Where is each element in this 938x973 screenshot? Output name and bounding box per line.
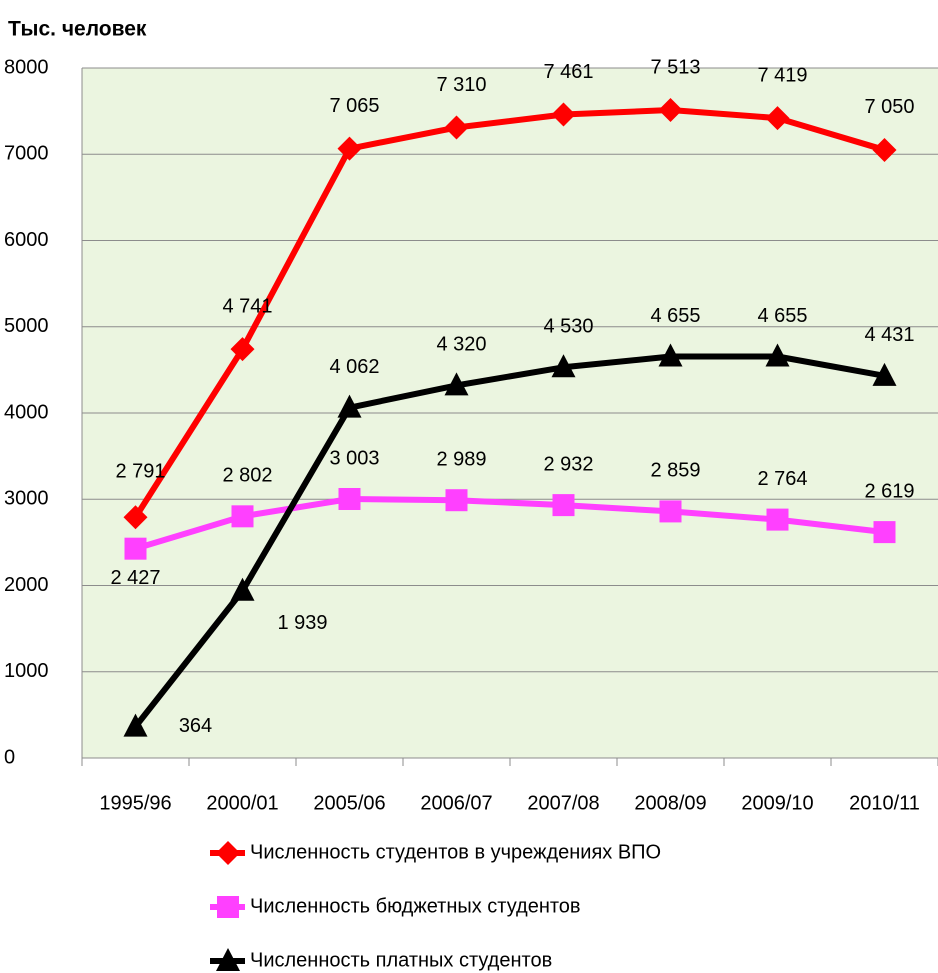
data-point xyxy=(765,106,790,131)
legend-label: Численность студентов в учреждениях ВПО xyxy=(250,841,661,863)
data-label: 4 431 xyxy=(864,324,914,346)
y-tick-label: 6000 xyxy=(4,229,49,251)
data-label: 2 619 xyxy=(864,480,914,502)
data-label: 364 xyxy=(179,715,212,737)
data-point xyxy=(444,372,469,396)
x-tick-label: 1995/96 xyxy=(99,792,171,814)
data-point xyxy=(123,505,148,530)
data-label: 4 655 xyxy=(757,305,807,327)
data-label: 4 741 xyxy=(222,295,272,317)
data-point xyxy=(552,494,575,517)
y-tick-label: 7000 xyxy=(4,143,49,165)
data-label: 4 062 xyxy=(329,356,379,378)
data-label: 2 932 xyxy=(543,453,593,475)
data-label: 7 419 xyxy=(757,64,807,86)
data-point xyxy=(873,521,896,544)
data-point xyxy=(872,362,897,386)
legend-marker xyxy=(216,948,240,971)
y-tick-label: 3000 xyxy=(4,488,49,510)
y-tick-label: 5000 xyxy=(4,315,49,337)
legend-marker xyxy=(216,841,240,865)
data-point xyxy=(551,102,576,127)
data-point xyxy=(124,537,147,560)
data-label: 7 513 xyxy=(650,56,700,78)
x-tick-label: 2008/09 xyxy=(634,792,706,814)
data-label: 4 655 xyxy=(650,305,700,327)
data-point xyxy=(231,505,254,528)
y-tick-label: 1000 xyxy=(4,660,49,682)
data-label: 7 310 xyxy=(436,74,486,96)
data-label: 2 802 xyxy=(222,465,272,487)
x-tick-label: 2005/06 xyxy=(313,792,385,814)
y-tick-label: 2000 xyxy=(4,574,49,596)
data-point xyxy=(765,343,790,367)
y-tick-label: 8000 xyxy=(4,56,49,78)
data-point xyxy=(123,713,148,737)
data-label: 2 989 xyxy=(436,448,486,470)
data-label: 7 461 xyxy=(543,61,593,83)
series-line xyxy=(133,353,886,729)
data-label: 2 764 xyxy=(757,468,807,490)
data-label: 7 050 xyxy=(864,96,914,118)
data-point xyxy=(230,337,255,362)
data-point xyxy=(445,489,468,512)
data-point xyxy=(658,343,683,367)
data-point xyxy=(872,137,897,162)
data-point xyxy=(337,394,362,418)
series-line xyxy=(134,495,885,552)
data-point xyxy=(658,98,683,123)
data-point xyxy=(659,500,682,523)
data-label: 7 065 xyxy=(329,95,379,117)
data-label: 4 320 xyxy=(436,334,486,356)
data-point xyxy=(766,508,789,531)
data-label: 4 530 xyxy=(543,316,593,338)
x-tick-label: 2009/10 xyxy=(741,792,813,814)
data-label: 1 939 xyxy=(277,612,327,634)
legend-label: Численность платных студентов xyxy=(250,949,552,971)
y-tick-label: 0 xyxy=(4,746,15,768)
x-tick-label: 2007/08 xyxy=(527,792,599,814)
data-point xyxy=(230,577,255,601)
data-point xyxy=(444,115,469,140)
legend-label: Численность бюджетных студентов xyxy=(250,895,581,917)
x-tick-label: 2010/11 xyxy=(849,792,920,814)
data-point xyxy=(337,136,362,161)
data-point xyxy=(551,354,576,378)
data-label: 2 427 xyxy=(110,567,160,589)
data-label: 2 791 xyxy=(115,461,165,483)
y-tick-label: 4000 xyxy=(4,401,49,423)
y-axis-title: Тыс. человек xyxy=(8,18,147,41)
data-point xyxy=(338,487,361,510)
x-tick-label: 2006/07 xyxy=(420,792,492,814)
series-line xyxy=(132,107,886,519)
data-label: 3 003 xyxy=(329,447,379,469)
legend-marker xyxy=(217,896,239,918)
data-label: 2 859 xyxy=(650,460,700,482)
x-tick-label: 2000/01 xyxy=(206,792,278,814)
